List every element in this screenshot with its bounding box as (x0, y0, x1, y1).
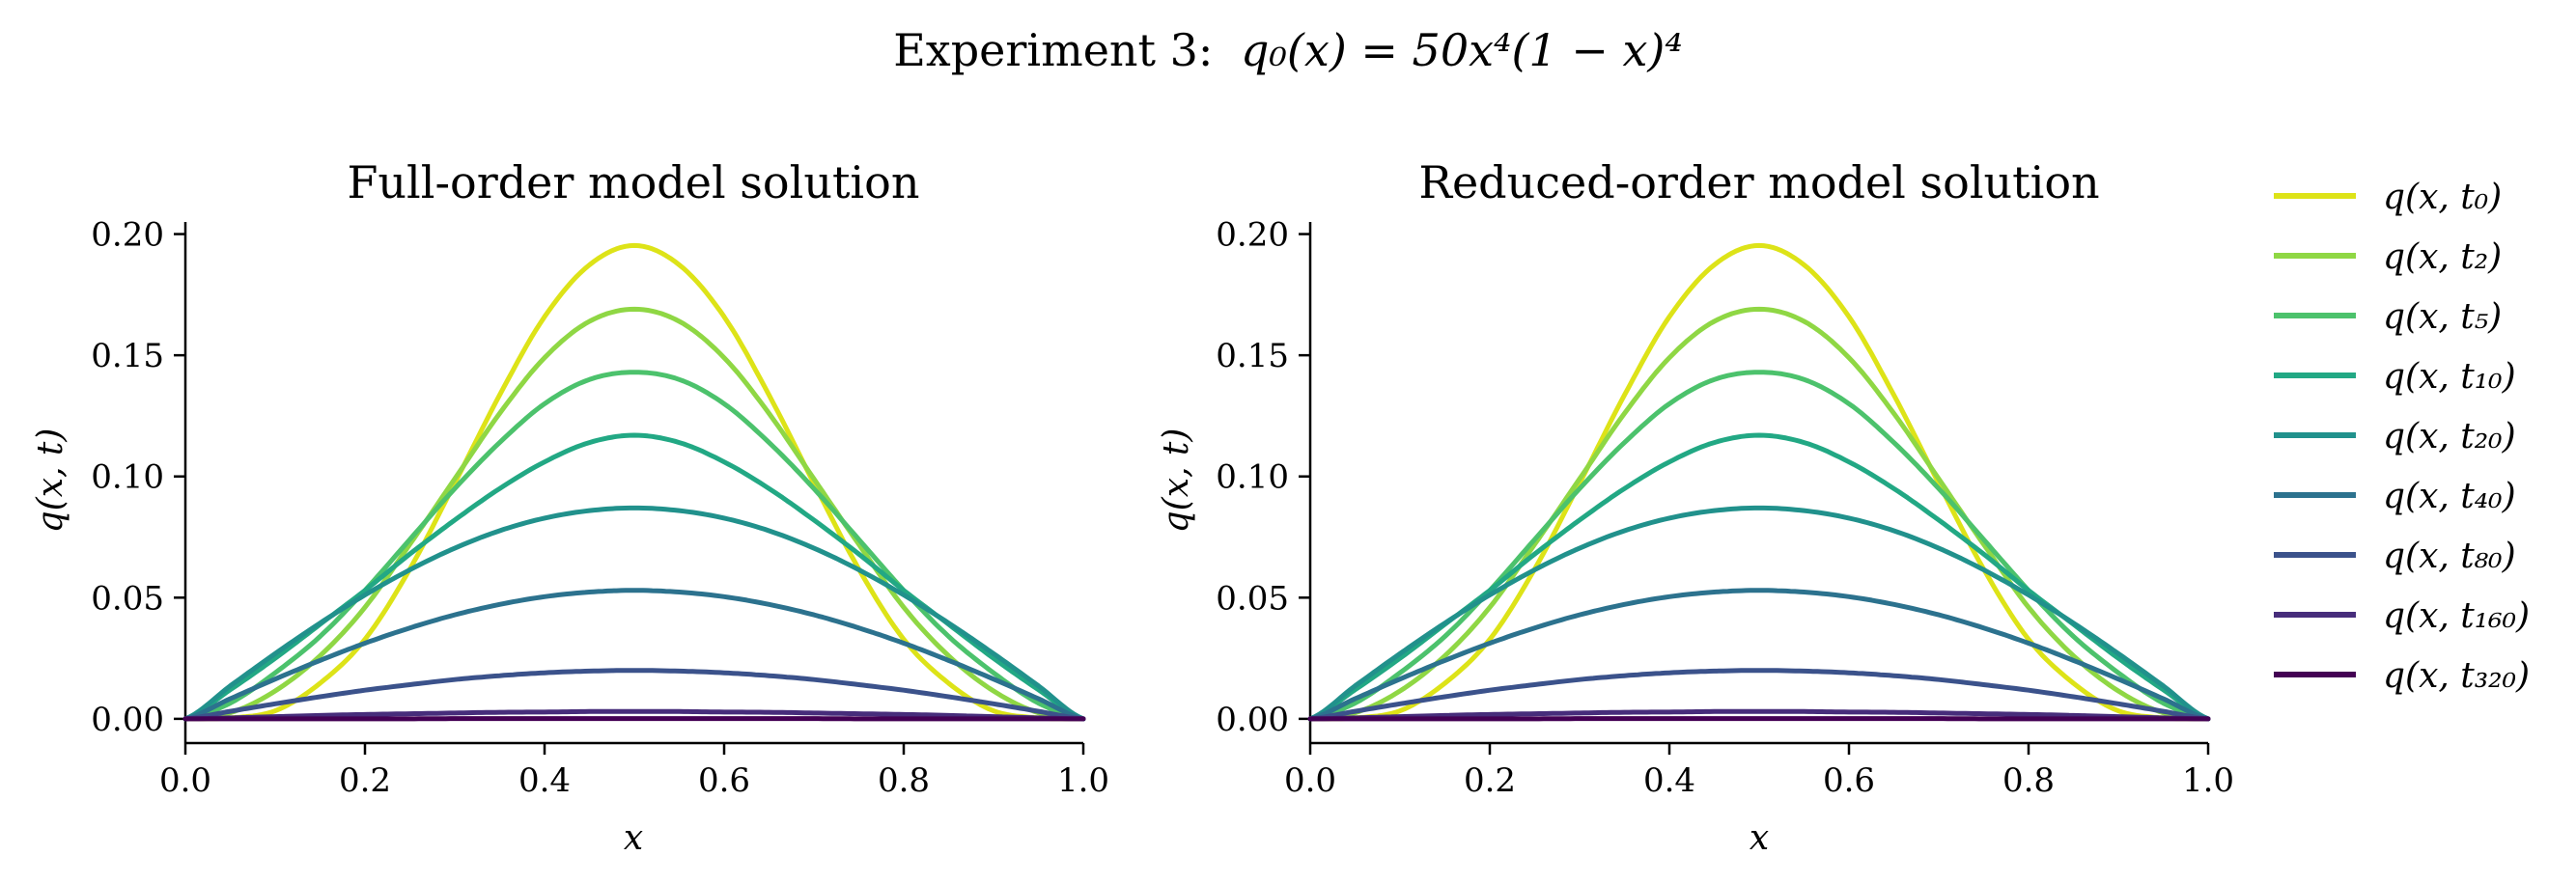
x-tick-label: 0.6 (698, 761, 750, 800)
legend-item: q(x, t₀) (2274, 178, 2502, 217)
legend-label: q(x, t₂₀) (2383, 417, 2516, 456)
x-tick-label: 0.6 (1823, 761, 1875, 800)
y-tick-label: 0.20 (91, 216, 164, 255)
x-tick-label: 0.8 (2002, 761, 2055, 800)
full-order-series (182, 242, 1086, 722)
series-line-2 (1307, 370, 2211, 722)
legend-item: q(x, t₅) (2274, 297, 2502, 337)
full-order-axes: 0.0 0.2 0.4 0.6 0.8 1.0 0.00 0.05 0.10 0.15 0.20 (91, 216, 1109, 800)
y-tick-label: 0.15 (91, 337, 164, 375)
series-line-1 (182, 306, 1086, 722)
legend-label: q(x, t₁₆₀) (2383, 596, 2530, 636)
suptitle-prefix: Experiment 3: (893, 24, 1213, 76)
full-order-xlabel: x (624, 818, 643, 858)
series-line-7 (1307, 708, 2211, 722)
legend-label: q(x, t₀) (2383, 178, 2502, 217)
series-line-5 (1307, 588, 2211, 722)
x-tick-label: 0.8 (878, 761, 930, 800)
legend-label: q(x, t₃₂₀) (2383, 656, 2530, 696)
y-tick-label: 0.10 (91, 458, 164, 497)
full-order-title: Full-order model solution (348, 156, 920, 208)
series-line-1 (1307, 306, 2211, 722)
y-tick-label: 0.10 (1216, 458, 1289, 497)
reduced-order-xlabel: x (1750, 818, 1769, 858)
reduced-order-axes: 0.0 0.2 0.4 0.6 0.8 1.0 0.00 0.05 0.10 0.15 0.20 (1216, 216, 2234, 800)
series-line-3 (182, 432, 1086, 722)
y-tick-label: 0.05 (91, 579, 164, 618)
reduced-order-panel: Reduced-order model solution 0.0 0.2 0.4 0.… (1157, 156, 2234, 858)
legend-label: q(x, t₂) (2383, 237, 2502, 277)
y-tick-label: 0.20 (1216, 216, 1289, 255)
y-tick-label: 0.00 (91, 701, 164, 739)
figure-suptitle: Experiment 3: q₀(x) = 50x⁴(1 − x)⁴ (893, 24, 1683, 76)
legend-item: q(x, t₄₀) (2274, 477, 2516, 516)
reduced-order-title: Reduced-order model solution (1418, 156, 2099, 208)
series-line-6 (182, 668, 1086, 722)
x-tick-label: 1.0 (1057, 761, 1109, 800)
y-tick-label: 0.15 (1216, 337, 1289, 375)
reduced-order-series (1307, 242, 2211, 722)
suptitle-formula: q₀(x) = 50x⁴(1 − x)⁴ (1241, 24, 1683, 76)
series-line-2 (182, 370, 1086, 722)
legend-item: q(x, t₈₀) (2274, 537, 2516, 576)
x-tick-label: 0.2 (1464, 761, 1516, 800)
legend-item: q(x, t₃₂₀) (2274, 656, 2530, 696)
series-line-7 (182, 708, 1086, 722)
series-line-0 (1307, 242, 2211, 722)
legend-label: q(x, t₈₀) (2383, 537, 2516, 576)
y-tick-label: 0.05 (1216, 579, 1289, 618)
series-line-6 (1307, 668, 2211, 722)
series-line-3 (1307, 432, 2211, 722)
y-tick-label: 0.00 (1216, 701, 1289, 739)
legend-label: q(x, t₁₀) (2383, 357, 2516, 397)
series-line-0 (182, 242, 1086, 722)
legend: q(x, t₀) q(x, t₂) q(x, t₅) q(x, t₁₀) q(x, t₂… (2274, 178, 2530, 696)
legend-item: q(x, t₂₀) (2274, 417, 2516, 456)
full-order-panel: Full-order model solution 0.0 0.2 0.4 0.6 0.… (31, 156, 1109, 858)
legend-label: q(x, t₅) (2383, 297, 2502, 337)
x-tick-label: 0.0 (1284, 761, 1336, 800)
reduced-order-ylabel: q(x, t) (1157, 428, 1196, 534)
legend-item: q(x, t₁₆₀) (2274, 596, 2530, 636)
x-tick-label: 0.4 (518, 761, 571, 800)
series-line-5 (182, 588, 1086, 722)
series-line-4 (1307, 505, 2211, 722)
x-tick-label: 0.0 (159, 761, 211, 800)
x-tick-label: 0.2 (339, 761, 391, 800)
legend-item: q(x, t₂) (2274, 237, 2502, 277)
legend-label: q(x, t₄₀) (2383, 477, 2516, 516)
legend-item: q(x, t₁₀) (2274, 357, 2516, 397)
x-tick-label: 0.4 (1643, 761, 1695, 800)
x-tick-label: 1.0 (2182, 761, 2234, 800)
series-line-4 (182, 505, 1086, 722)
full-order-ylabel: q(x, t) (31, 428, 70, 534)
